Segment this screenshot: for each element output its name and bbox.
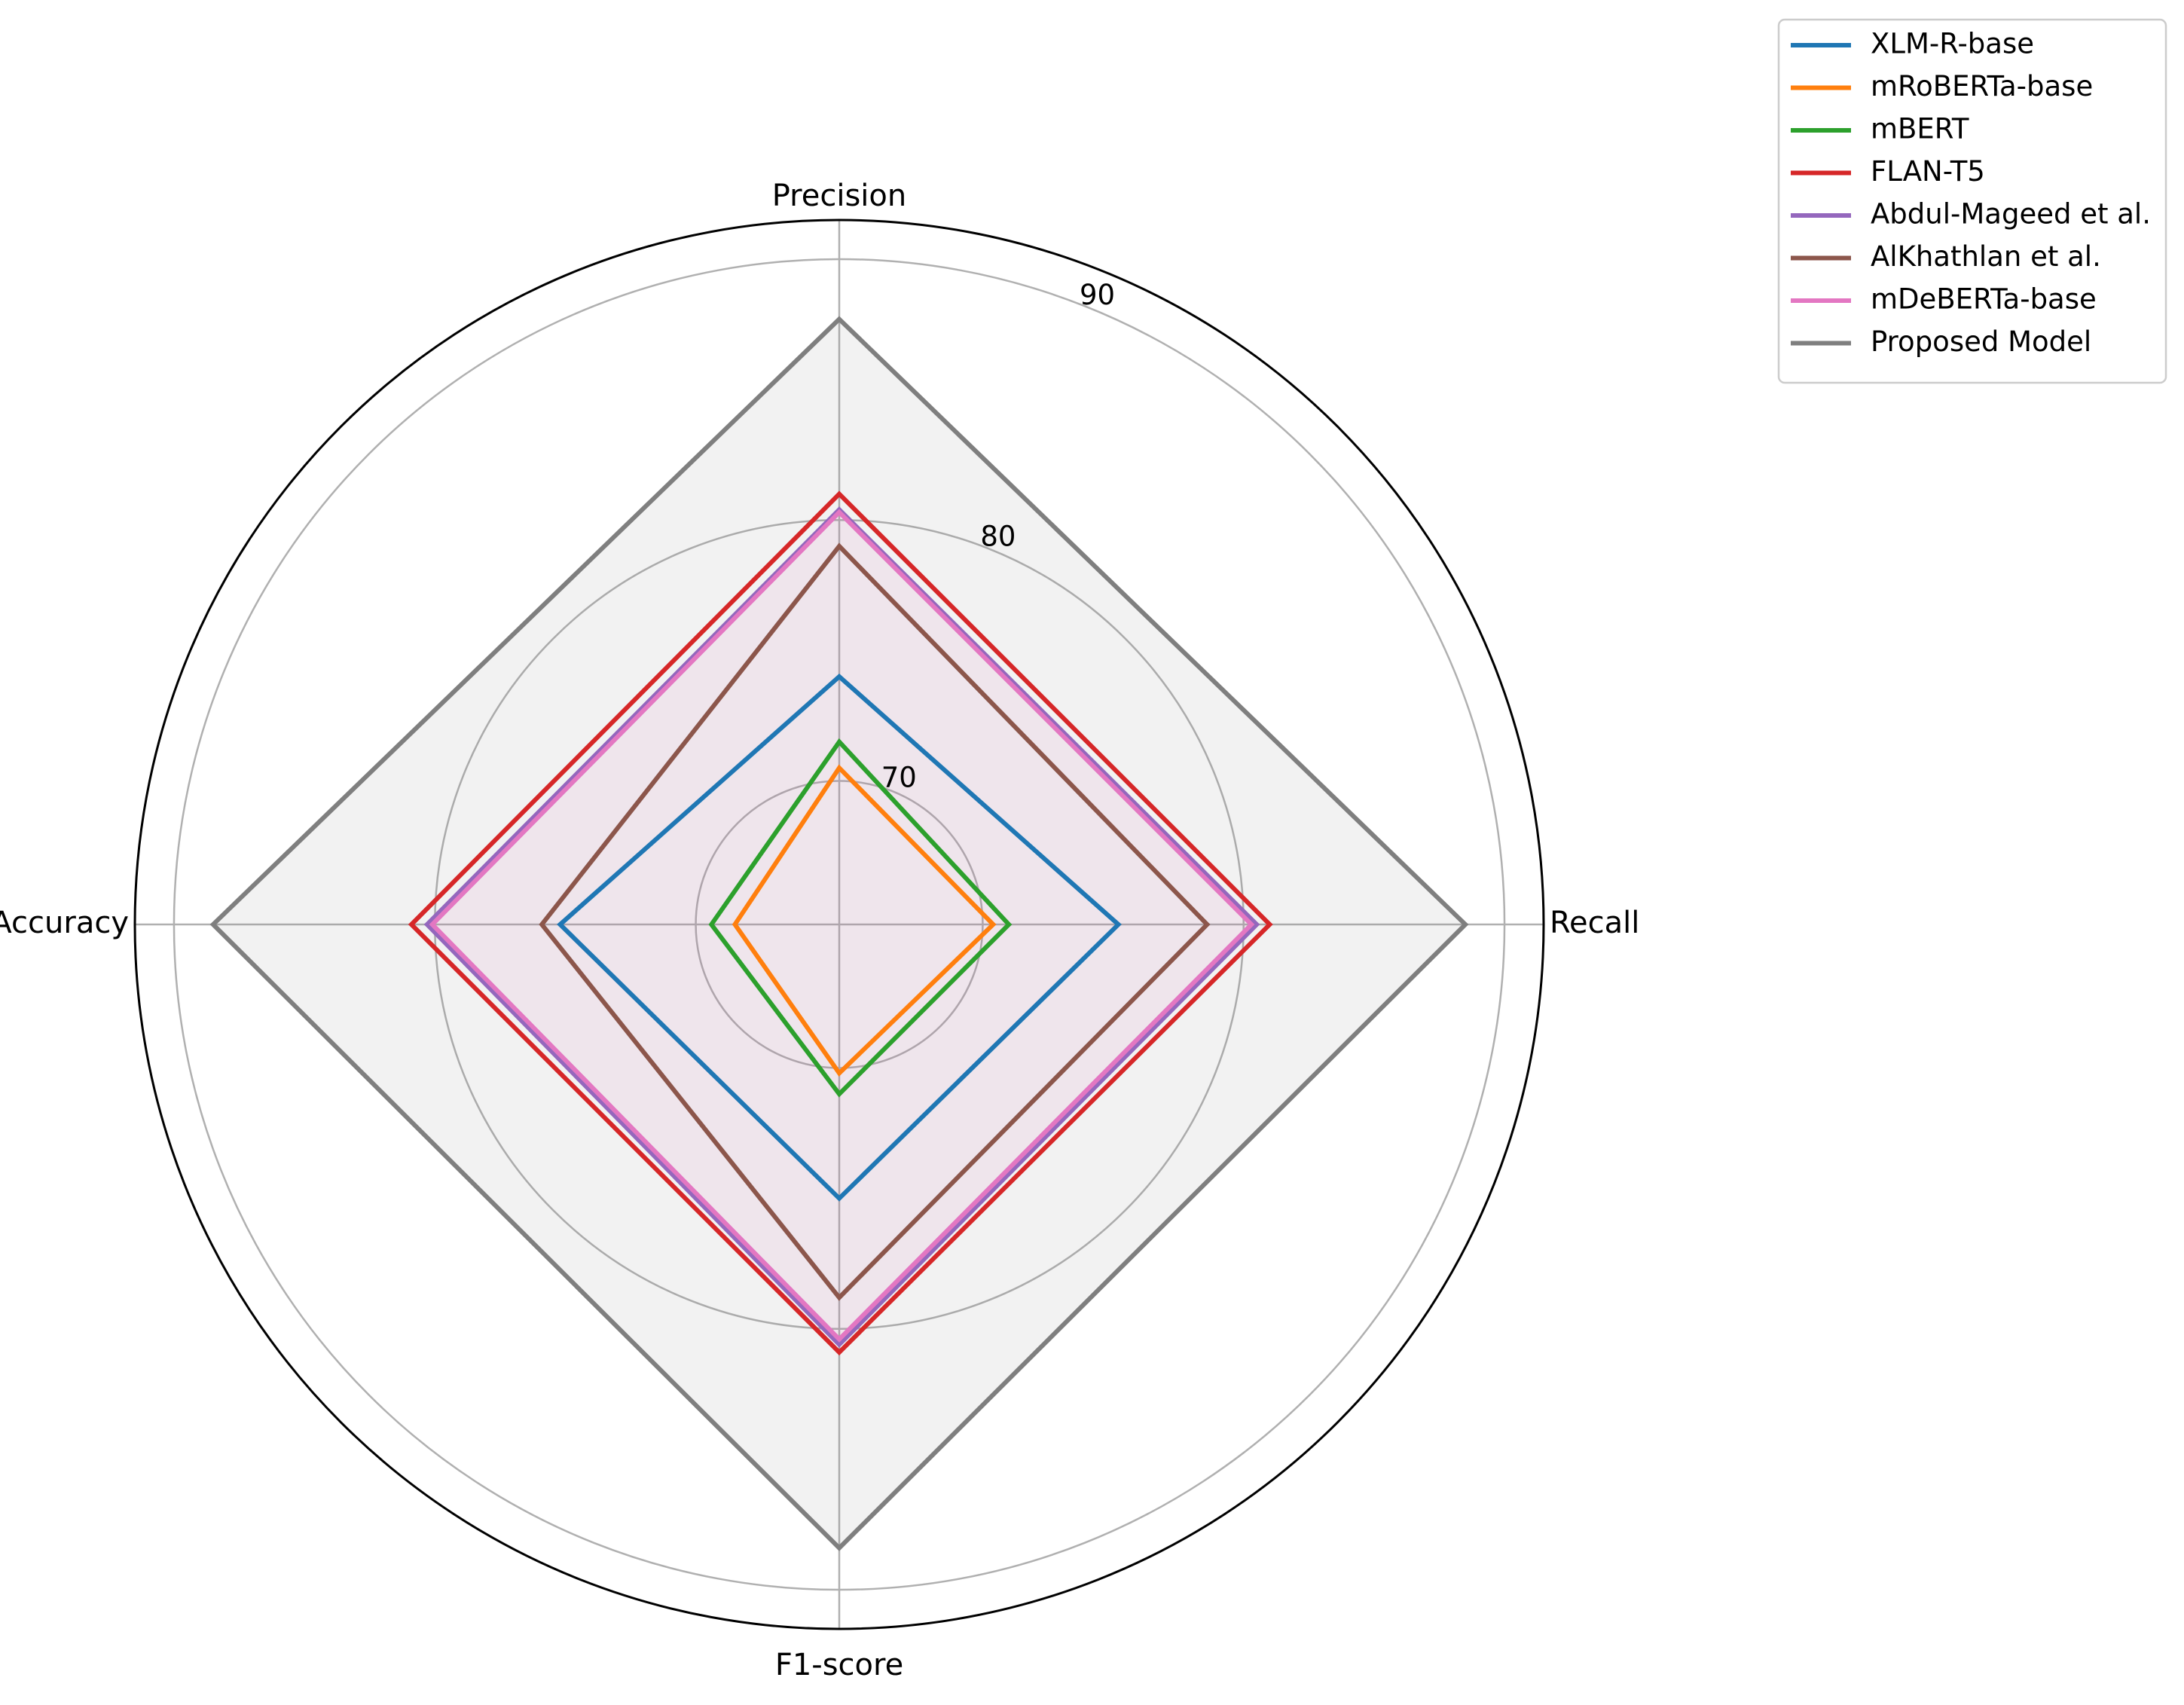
series-line-layer <box>209 316 1469 1551</box>
grid-layer <box>133 218 1545 1630</box>
axis-label-f1-score: F1-score <box>775 1648 903 1682</box>
series-line-alkhathlan-et-al <box>539 542 1211 1301</box>
series-line-mroberta-base <box>732 764 997 1077</box>
series-line-proposed-model <box>209 316 1469 1551</box>
legend-frame <box>1777 18 2167 384</box>
legend: XLM-R-base mRoBERTa-base mBERT FLAN-T5 Abdul… <box>1777 18 2167 384</box>
series-line-flan-t5 <box>408 490 1273 1356</box>
series-line-xlm-r-base <box>557 673 1122 1202</box>
legend-label-flan-t5: FLAN-T5 <box>1871 155 1985 188</box>
legend-label-mroberta-base: mRoBERTa-base <box>1871 70 2093 102</box>
series-line-abdul-mageed-et-al <box>423 506 1260 1348</box>
axis-label-recall: Recall <box>1550 906 1639 940</box>
legend-label-mbert: mBERT <box>1871 113 1969 145</box>
polar-frame <box>133 218 1545 1630</box>
series-line-mdeberta-base <box>429 509 1255 1343</box>
legend-label-xlm-r-base: XLM-R-base <box>1871 28 2034 60</box>
legend-label-alkhathlan-et-al: AlKhathlan et al. <box>1871 240 2101 273</box>
legend-label-mdeberta-base: mDeBERTa-base <box>1871 283 2097 316</box>
radial-tick-label-90: 90 <box>1080 279 1115 311</box>
series-fill-proposed-model <box>212 319 1466 1548</box>
radial-tick-label-70: 70 <box>881 762 917 794</box>
label-layer: 70 80 90 Precision Recall F1-score Accuracy <box>0 179 1639 1682</box>
legend-label-proposed-model: Proposed Model <box>1871 325 2091 358</box>
series-fill-layer <box>212 319 1466 1548</box>
series-line-mbert <box>708 738 1013 1098</box>
radial-tick-label-80: 80 <box>980 520 1016 552</box>
axis-label-accuracy: Accuracy <box>0 906 129 940</box>
legend-label-abdul-mageed-et-al: Abdul-Mageed et al. <box>1871 198 2151 231</box>
axis-label-precision: Precision <box>772 179 906 213</box>
